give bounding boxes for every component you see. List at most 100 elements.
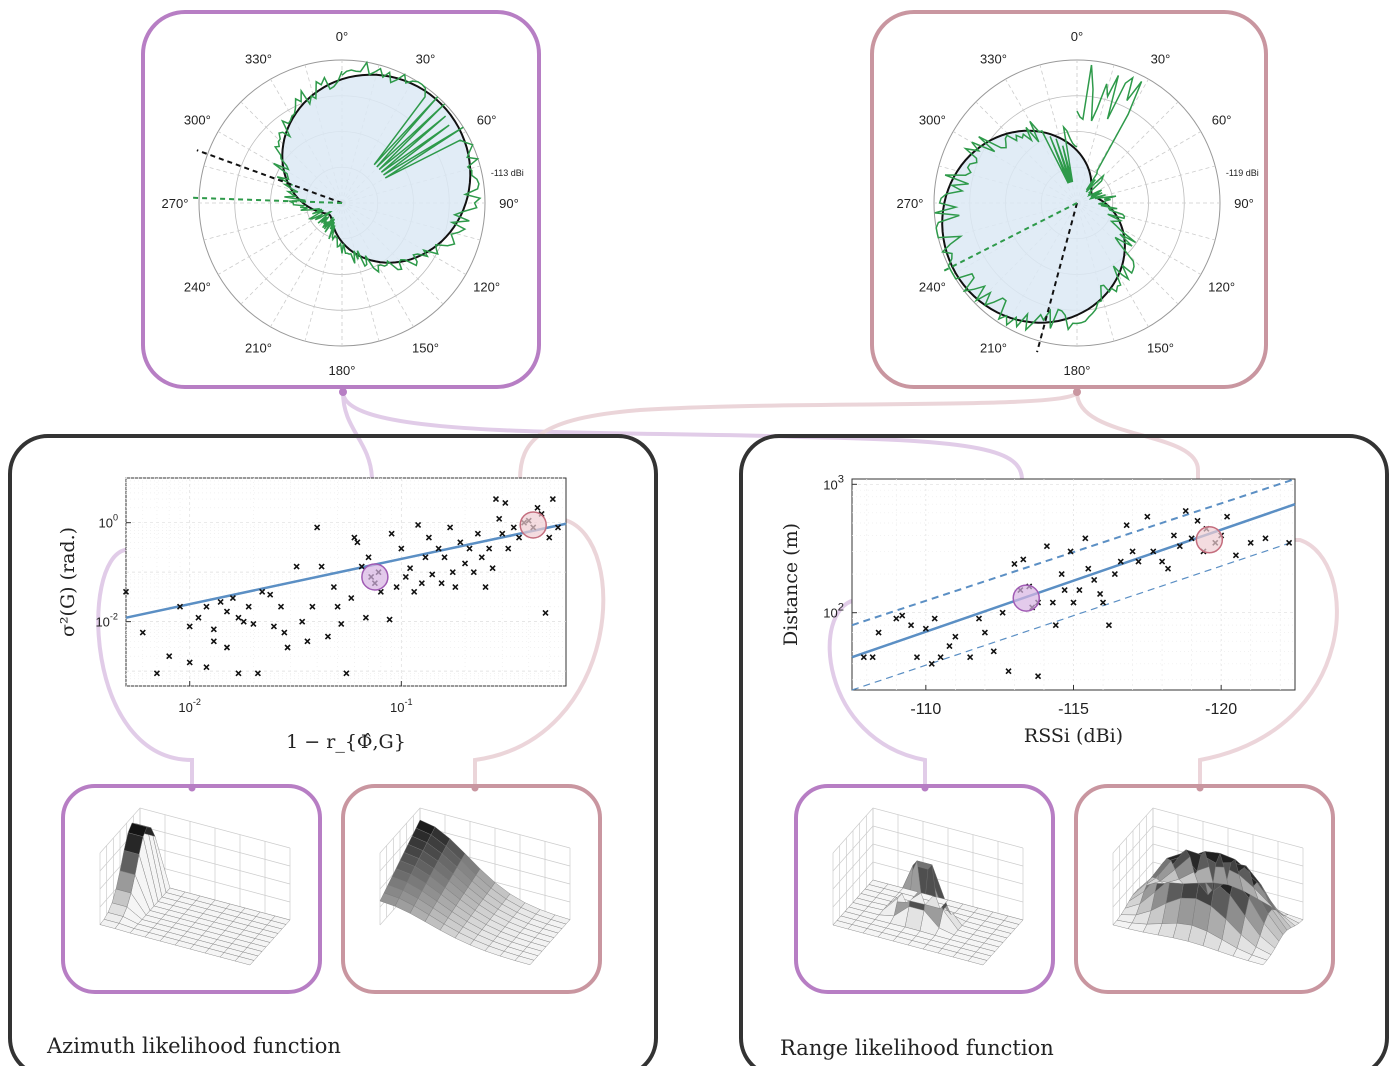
data-point xyxy=(486,545,493,552)
data-point xyxy=(913,654,921,661)
polar-model-pattern xyxy=(941,129,1126,324)
polar-measured-direction xyxy=(191,196,343,204)
data-point xyxy=(1043,543,1050,550)
data-point xyxy=(203,664,210,671)
data-point xyxy=(1117,558,1124,565)
data-point xyxy=(235,670,242,677)
data-point xyxy=(489,565,496,572)
data-point xyxy=(470,569,477,576)
data-point xyxy=(1097,590,1104,598)
data-point xyxy=(908,622,915,629)
highlight-rose xyxy=(1195,526,1224,554)
polar-angle-label: 210° xyxy=(245,341,272,356)
polar-frame-left xyxy=(141,10,541,389)
data-point xyxy=(990,648,997,655)
highlight-rose xyxy=(519,511,547,539)
data-point xyxy=(452,583,459,591)
data-point xyxy=(496,515,503,522)
azimuth-panel-label: Azimuth likelihood function xyxy=(46,1034,341,1058)
x-axis-label: RSSi (dBi) xyxy=(1024,725,1123,747)
data-point xyxy=(1129,548,1136,555)
polar-frame-right xyxy=(870,10,1268,389)
connector-az-purple-to-surface xyxy=(96,548,372,790)
data-point xyxy=(267,591,274,598)
data-point xyxy=(441,554,448,561)
data-point xyxy=(457,539,464,546)
polar-angle-label: 270° xyxy=(162,196,189,211)
connector-range-rose-to-surface xyxy=(1198,538,1339,790)
polar-angle-label: 120° xyxy=(473,280,500,295)
data-point xyxy=(411,588,418,595)
data-point xyxy=(534,504,541,511)
polar-chart-right: 0° 30° 60° 90° 120° 150° 180° 210° 240° 270° 300° 3… xyxy=(897,29,1259,378)
data-point xyxy=(386,616,393,623)
data-point xyxy=(875,629,882,636)
data-point xyxy=(510,524,517,531)
data-point xyxy=(1105,622,1113,629)
connector-right-polar-to-azimuth xyxy=(518,390,1079,510)
y-tick-label: 103 xyxy=(823,473,844,492)
data-point xyxy=(365,554,372,561)
highlight-purple xyxy=(361,563,389,591)
polar-angle-label: 0° xyxy=(1071,29,1083,44)
polar-measured-direction xyxy=(942,202,1078,273)
data-point xyxy=(1011,560,1018,567)
data-point xyxy=(946,642,953,650)
data-point xyxy=(281,629,288,636)
surface-wall-line xyxy=(1112,825,1304,872)
data-point xyxy=(1082,535,1089,542)
data-point xyxy=(348,594,355,602)
data-point xyxy=(899,612,906,619)
data-point xyxy=(1164,565,1172,572)
data-point xyxy=(250,620,257,627)
data-point xyxy=(492,496,500,503)
surface-anchor-4 xyxy=(1196,784,1204,792)
polar-anchor-right xyxy=(1073,388,1081,396)
surface-anchor-2 xyxy=(471,784,479,792)
data-point xyxy=(377,588,384,595)
polar-angle-label: 30° xyxy=(1151,51,1171,66)
data-point xyxy=(1144,513,1151,520)
x-tick-label: -115 xyxy=(1058,701,1089,718)
fit-line xyxy=(851,503,1296,659)
data-point xyxy=(546,534,553,541)
polar-angle-label: 270° xyxy=(897,196,924,211)
y-axis-label: σ²(G) (rad.) xyxy=(57,527,79,637)
surface-cell xyxy=(832,920,853,930)
data-point xyxy=(223,608,231,615)
data-point xyxy=(415,521,422,529)
x-tick-label: -120 xyxy=(1205,701,1237,718)
data-point xyxy=(223,644,231,651)
y-tick-label: 100 xyxy=(98,513,118,531)
data-point xyxy=(240,618,247,625)
data-point xyxy=(1262,535,1269,542)
data-point xyxy=(334,603,341,610)
polar-angle-label: 90° xyxy=(1234,196,1254,211)
x-tick-label: -110 xyxy=(910,701,941,718)
surface-cell xyxy=(1112,919,1133,929)
data-point xyxy=(1286,539,1293,546)
polar-angle-label: 30° xyxy=(416,51,436,66)
data-point xyxy=(1188,535,1195,542)
data-point xyxy=(254,670,261,677)
data-point xyxy=(309,603,316,610)
data-point xyxy=(1159,558,1166,565)
data-point xyxy=(343,670,350,677)
data-point xyxy=(304,638,311,645)
surface-wall-line xyxy=(832,861,1024,908)
data-point xyxy=(277,603,285,610)
data-point xyxy=(1076,587,1083,594)
data-point xyxy=(1099,599,1107,606)
connector-lines xyxy=(96,390,1339,790)
polar-angle-label: 180° xyxy=(329,363,356,378)
data-point xyxy=(975,615,983,622)
polar-angle-label: 120° xyxy=(1208,280,1235,295)
connector-az-rose-to-surface xyxy=(473,518,606,790)
polar-radial-label: -113 dBi xyxy=(491,168,524,178)
surface-wall-line xyxy=(832,807,1024,854)
data-point xyxy=(422,554,429,561)
data-point xyxy=(931,615,938,622)
data-point xyxy=(937,654,944,661)
data-point xyxy=(1067,548,1074,555)
data-point xyxy=(554,524,562,531)
